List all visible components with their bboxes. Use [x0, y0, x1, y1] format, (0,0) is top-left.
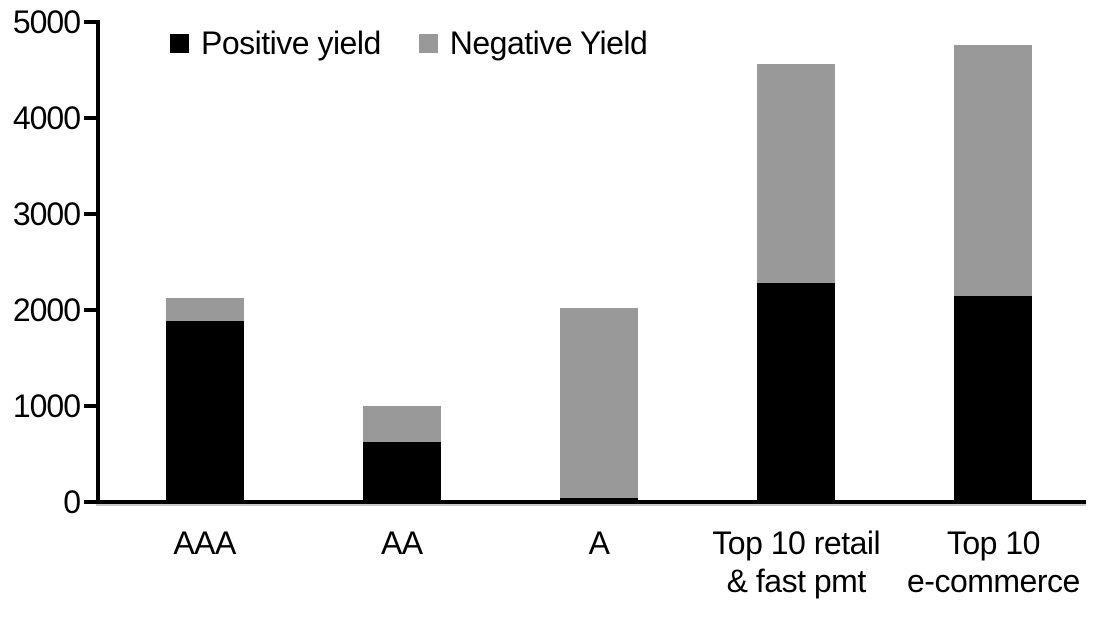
- legend: Positive yield Negative Yield: [170, 25, 648, 62]
- legend-swatch-negative-yield: [418, 34, 438, 53]
- bar-segment-negative-yield-top-10-retail: [757, 64, 836, 283]
- bar-segment-negative-yield-top-10: [954, 45, 1033, 296]
- legend-swatch-positive-yield: [170, 34, 189, 53]
- y-tick-label-3000: 3000: [12, 196, 81, 232]
- x-axis-label-4: Top 10 e-commerce: [906, 525, 1080, 599]
- legend-label-positive-yield: Positive yield: [201, 25, 381, 61]
- bar-segment-negative-yield-aaa: [165, 298, 244, 321]
- x-axis-line: [96, 500, 1086, 504]
- y-tick-mark-0: [84, 500, 96, 504]
- bar-segment-positive-yield-aa: [362, 442, 441, 502]
- y-tick-mark-4000: [84, 116, 96, 120]
- y-tick-mark-1000: [84, 404, 96, 408]
- y-tick-mark-2000: [84, 308, 96, 312]
- bar-segment-positive-yield-top-10-retail: [757, 282, 836, 502]
- bar-segment-positive-yield-a: [560, 497, 638, 502]
- bar-segment-positive-yield-top-10: [954, 295, 1033, 502]
- x-axis-label-2: A: [588, 525, 610, 561]
- y-tick-label-2000: 2000: [12, 292, 81, 328]
- y-tick-mark-3000: [84, 212, 96, 216]
- x-axis-shadow: [96, 504, 1086, 506]
- y-tick-label-4000: 4000: [12, 100, 81, 136]
- x-axis-label-3: Top 10 retail & fast pmt: [712, 525, 881, 599]
- y-tick-mark-5000: [84, 20, 96, 24]
- x-axis-label-0: AAA: [173, 525, 236, 561]
- legend-label-negative-yield: Negative Yield: [449, 25, 648, 61]
- x-axis-label-1: AA: [380, 525, 423, 561]
- y-tick-label-5000: 5000: [12, 4, 81, 40]
- bar-segment-positive-yield-aaa: [165, 320, 244, 502]
- y-tick-label-0: 0: [63, 484, 81, 520]
- bar-segment-negative-yield-aa: [362, 406, 441, 443]
- bar-segment-negative-yield-a: [560, 307, 638, 498]
- y-tick-label-1000: 1000: [12, 388, 81, 424]
- y-axis-line: [96, 20, 100, 504]
